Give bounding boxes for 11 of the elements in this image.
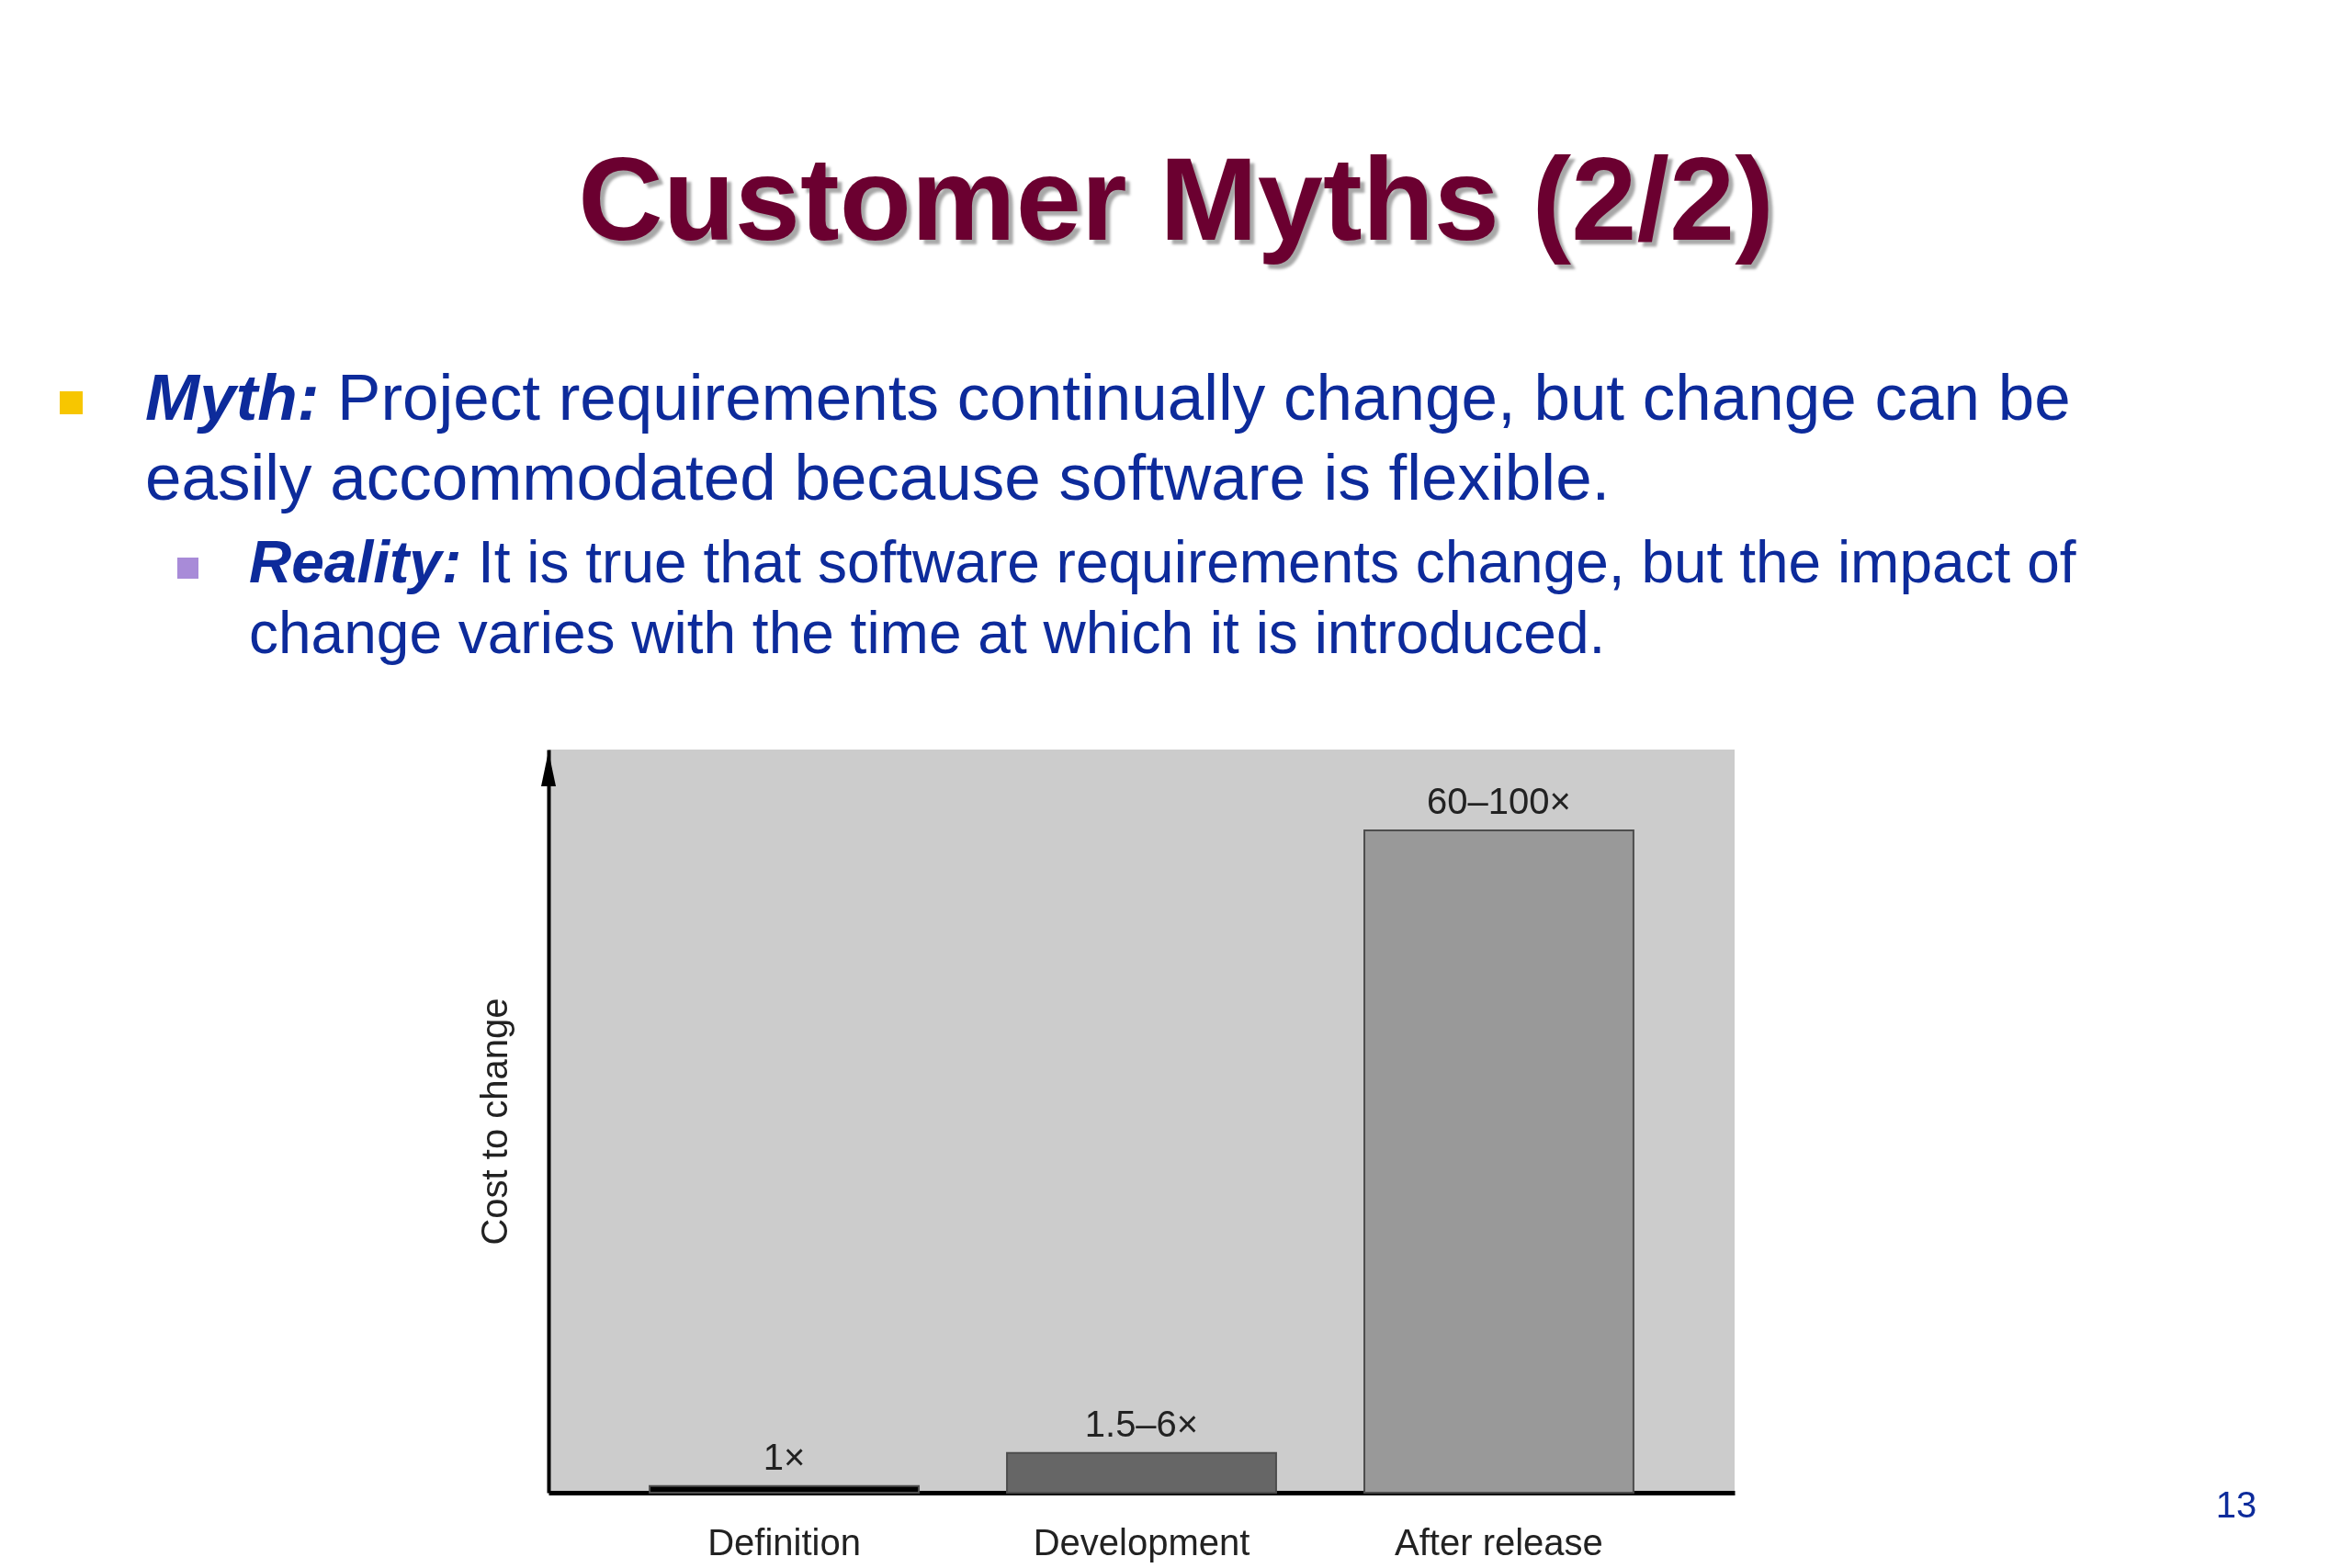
x-tick-label: Development (1033, 1521, 1250, 1562)
text: 13 (2214, 1484, 2258, 1525)
chart-title: Customer Myths (2/2) (577, 133, 1775, 265)
data-label: 60–100× (1427, 780, 1571, 821)
x-tick-label: After release (1395, 1521, 1603, 1562)
x-tick-label: Definition (707, 1521, 861, 1562)
text: Myth: Project requirements continually change, but change can be easily accommodated because software is flexible. (145, 360, 2072, 515)
text: Reality: It is true that software requirements change, but the impact of change varies with the time at which it is introduced. (249, 528, 2077, 668)
data-label: 1.5–6× (1084, 1403, 1199, 1444)
y-axis-title: Cost to change (473, 998, 514, 1246)
data-label: 1× (763, 1436, 806, 1477)
